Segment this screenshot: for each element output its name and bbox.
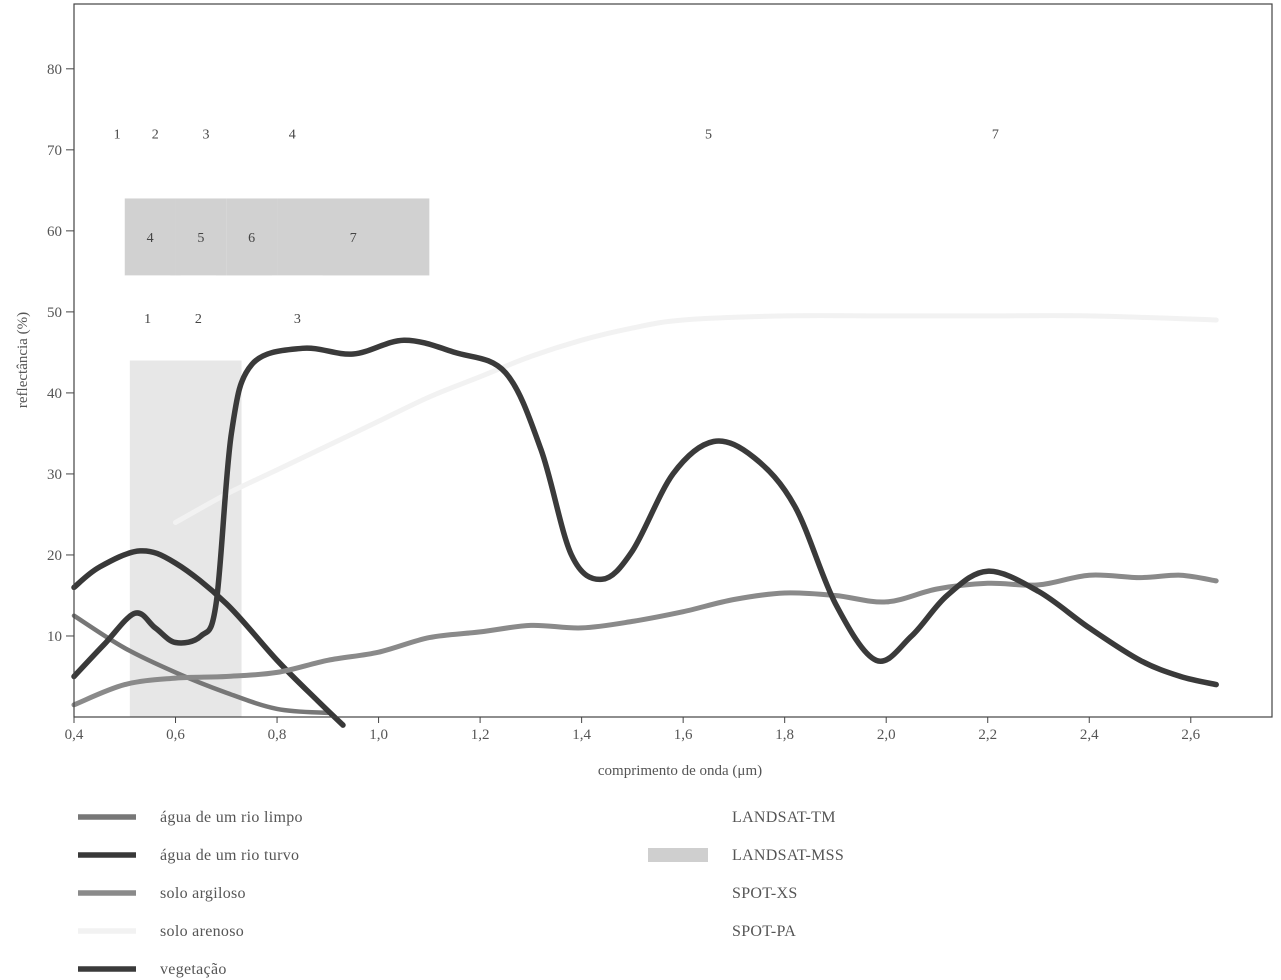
series-line-2 <box>71 548 346 728</box>
band-label-spot-xs-1: 1 <box>144 312 151 327</box>
y-tick-label: 40 <box>47 386 62 402</box>
band-label-spot-xs-3: 3 <box>294 312 301 327</box>
x-axis-ticks: 0,4 0,6 0,8 1,0 1,2 1,4 1,6 1,8 2,0 2,2 2,4 2,6 <box>65 717 1201 743</box>
legend-label-band-4: SPOT-PA <box>732 923 796 940</box>
band-label-landsat-tm-2: 2 <box>152 128 159 143</box>
y-tick-label: 50 <box>47 305 62 321</box>
x-tick-label: 1,8 <box>775 727 794 743</box>
series-line-3 <box>71 572 1219 708</box>
band-label-spot-xs-2: 2 <box>195 312 202 327</box>
band-label-landsat-mss-5: 5 <box>197 231 204 246</box>
series-line-4 <box>173 313 1219 525</box>
y-axis-title: reflectância (%) <box>15 312 31 408</box>
x-tick-label: 2,2 <box>978 727 997 743</box>
x-tick-label: 1,4 <box>572 727 591 743</box>
legend: água de um rio limpo água de um rio turvo… <box>78 809 844 978</box>
legend-label-series-4: solo arenoso <box>160 923 244 940</box>
x-tick-label: 1,2 <box>471 727 490 743</box>
x-tick-label: 2,0 <box>877 727 896 743</box>
band-spot-xs-1 <box>124 275 171 361</box>
band-label-landsat-tm-5: 5 <box>705 128 712 143</box>
plot-frame <box>73 3 1273 718</box>
legend-swatch-band-2 <box>648 848 708 862</box>
band-label-landsat-mss-4: 4 <box>147 231 154 246</box>
legend-label-band-1: LANDSAT-TM <box>732 809 836 826</box>
band-spot-xs-2 <box>180 275 217 361</box>
band-label-landsat-tm-4: 4 <box>289 128 296 143</box>
band-label-landsat-tm-7: 7 <box>992 128 999 143</box>
legend-label-series-1: água de um rio limpo <box>160 809 303 826</box>
y-tick-label: 20 <box>47 548 62 564</box>
band-landsat-mss-5 <box>175 198 227 276</box>
series-line-1 <box>71 613 331 716</box>
sensor-band-labels: 1 2 3 4 5 7 4 5 6 7 1 2 3 <box>114 128 999 327</box>
x-tick-label: 0,8 <box>268 727 287 743</box>
y-tick-label: 30 <box>47 467 62 483</box>
legend-label-series-5: vegetação <box>160 961 227 978</box>
band-label-landsat-tm-1: 1 <box>114 128 121 143</box>
legend-label-series-3: solo argiloso <box>160 885 246 902</box>
x-tick-label: 0,6 <box>166 727 185 743</box>
band-landsat-mss-7 <box>277 198 430 276</box>
band-landsat-mss-4 <box>124 198 176 276</box>
y-tick-label: 60 <box>47 224 62 240</box>
y-tick-label: 70 <box>47 143 62 159</box>
y-tick-label: 80 <box>47 62 62 78</box>
reflectance-curves <box>71 313 1219 728</box>
x-tick-label: 2,6 <box>1181 727 1200 743</box>
legend-label-band-3: SPOT-XS <box>732 885 798 902</box>
legend-label-series-2: água de um rio turvo <box>160 847 299 864</box>
x-tick-label: 0,4 <box>65 727 84 743</box>
x-axis-title: comprimento de onda (μm) <box>598 763 762 779</box>
legend-label-band-2: LANDSAT-MSS <box>732 847 844 864</box>
series-line-5 <box>71 337 1219 688</box>
band-label-landsat-mss-7: 7 <box>350 231 357 246</box>
band-label-landsat-mss-6: 6 <box>248 231 255 246</box>
x-tick-label: 1,0 <box>369 727 388 743</box>
band-label-landsat-tm-3: 3 <box>202 128 209 143</box>
band-landsat-mss-6 <box>226 198 278 276</box>
y-tick-label: 10 <box>47 629 62 645</box>
y-axis-ticks: 10 20 30 40 50 60 70 80 <box>47 62 74 645</box>
x-tick-label: 2,4 <box>1080 727 1099 743</box>
x-tick-label: 1,6 <box>674 727 693 743</box>
